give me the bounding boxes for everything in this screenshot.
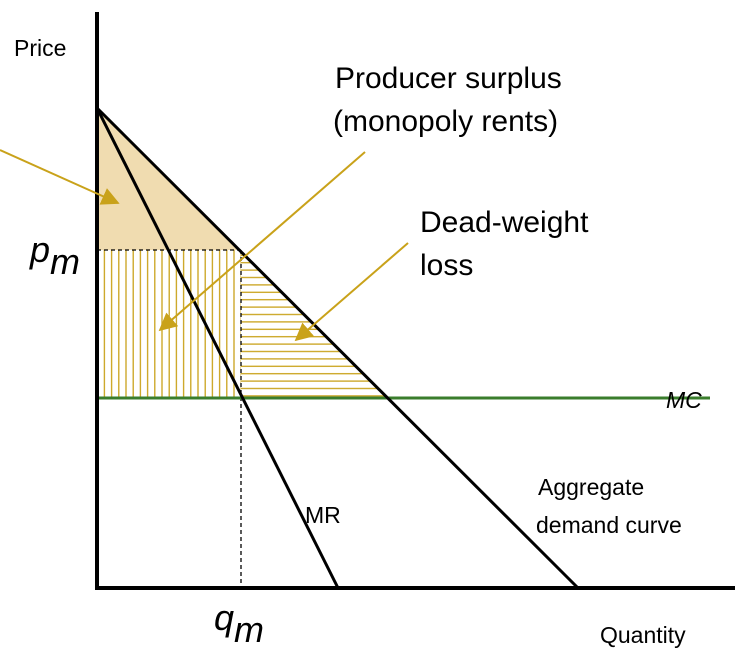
annotation: Producer surplus bbox=[335, 62, 562, 95]
demand-label: Aggregate bbox=[538, 474, 644, 500]
arrow bbox=[158, 151, 366, 332]
mr-label: MR bbox=[305, 502, 341, 528]
annotation: loss bbox=[420, 249, 473, 282]
annotation: Dead-weight bbox=[420, 206, 589, 239]
x-axis-label: Quantity bbox=[600, 622, 686, 648]
qm-label: qm bbox=[214, 597, 264, 650]
label-sub: m bbox=[234, 609, 264, 650]
pm-label: pm bbox=[29, 229, 80, 282]
arrow bbox=[294, 242, 409, 342]
arrow bbox=[0, 149, 120, 205]
annotation: (monopoly rents) bbox=[333, 105, 558, 138]
label-sub: m bbox=[50, 241, 80, 282]
mc-label: MC bbox=[666, 387, 702, 413]
label-base: p bbox=[29, 229, 50, 270]
producer-surplus-area bbox=[97, 250, 241, 398]
demand-label: demand curve bbox=[536, 512, 682, 538]
mr-line bbox=[95, 107, 340, 589]
demand-line bbox=[95, 106, 580, 590]
y-axis-label: Price bbox=[14, 35, 66, 61]
label-base: q bbox=[214, 597, 234, 638]
